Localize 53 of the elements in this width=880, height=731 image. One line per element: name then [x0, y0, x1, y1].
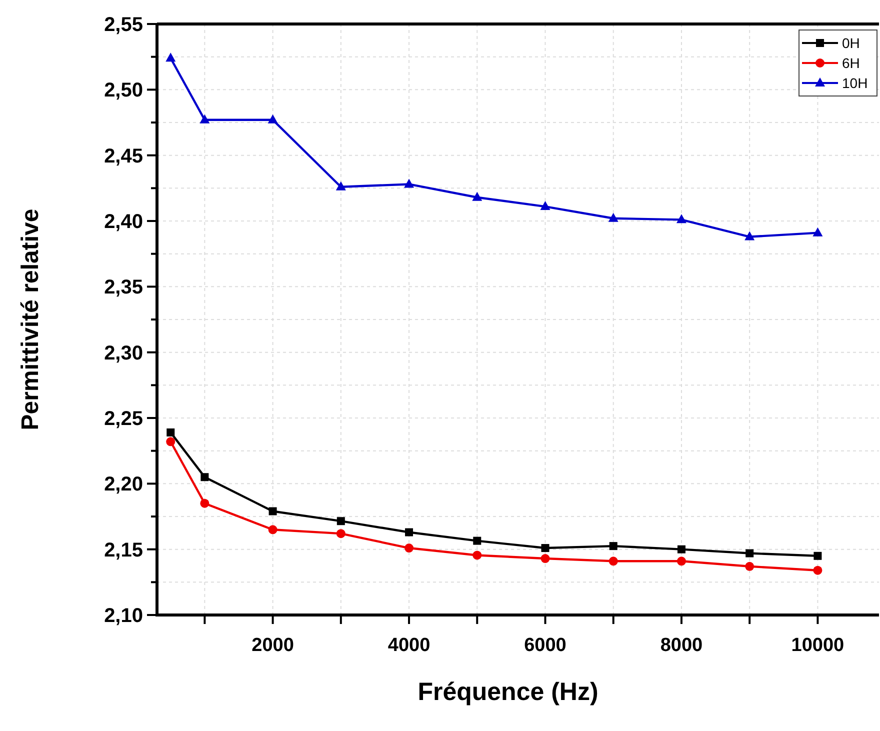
y-tick-label: 2,40 [104, 211, 143, 233]
point [744, 231, 755, 240]
y-tick-label: 2,25 [104, 408, 143, 430]
x-tick-label: 6000 [524, 635, 566, 656]
point [473, 536, 482, 545]
y-tick-label: 2,20 [104, 474, 143, 496]
point [609, 542, 618, 550]
point [813, 566, 822, 575]
legend-label: 0H [842, 35, 860, 51]
point [541, 544, 550, 552]
y-tick-label: 2,35 [104, 276, 143, 299]
point [677, 545, 686, 554]
x-tick-label: 2000 [252, 635, 294, 656]
point [540, 554, 550, 564]
y-tick-label: 2,45 [104, 145, 143, 168]
y-axis-title: Permittivité relative [17, 208, 44, 430]
point [676, 214, 686, 224]
point [336, 517, 345, 526]
y-tick-label: 2,50 [104, 80, 143, 102]
point [472, 550, 482, 560]
point [608, 556, 618, 566]
y-tick-label: 2,55 [104, 14, 143, 36]
x-tick-label: 8000 [660, 635, 703, 656]
point [166, 437, 176, 446]
point [200, 114, 210, 124]
point [540, 201, 550, 210]
point [404, 544, 414, 553]
point [268, 525, 278, 534]
x-tick-label: 10000 [791, 635, 844, 656]
point [166, 428, 175, 436]
point [745, 562, 754, 571]
point [268, 114, 278, 124]
point [405, 528, 414, 536]
point [608, 212, 618, 222]
y-tick-label: 2,10 [104, 605, 143, 627]
point [472, 192, 482, 201]
point [336, 529, 346, 538]
point [200, 473, 209, 482]
point [336, 181, 346, 190]
x-axis-title: Fréquence (Hz) [418, 678, 598, 706]
point [676, 556, 686, 566]
point [166, 52, 176, 62]
point [814, 552, 822, 560]
legend-label: 6H [842, 55, 860, 71]
x-tick-label: 4000 [388, 635, 430, 656]
point [746, 549, 754, 558]
point [812, 227, 823, 236]
y-tick-label: 2,30 [104, 342, 143, 364]
point [268, 507, 277, 516]
point [404, 178, 414, 188]
legend-label: 10H [842, 75, 868, 91]
point [200, 498, 210, 508]
y-tick-label: 2,15 [104, 539, 143, 562]
